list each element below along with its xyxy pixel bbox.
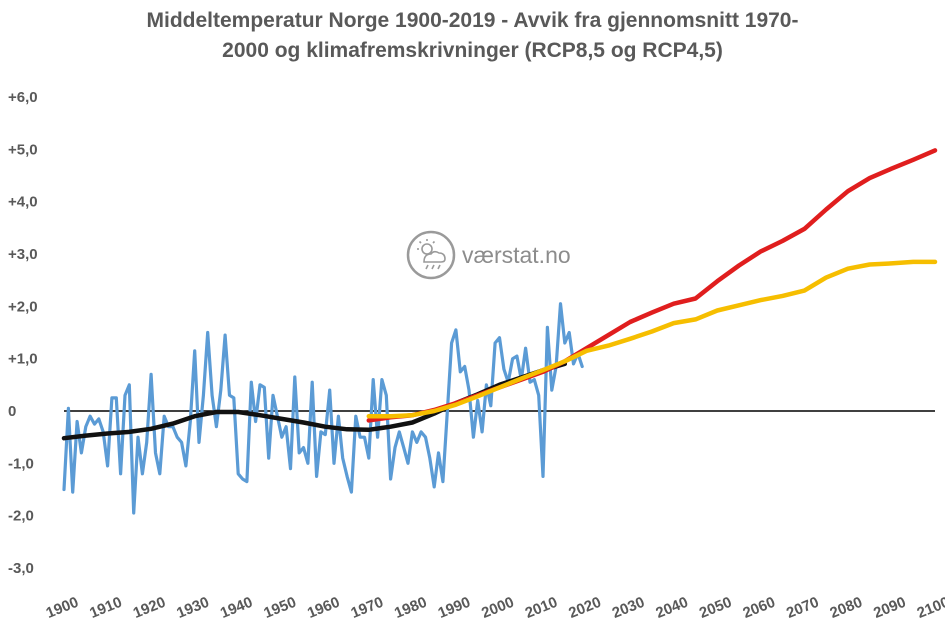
x-tick-label: 1920 (131, 594, 168, 622)
x-tick-label: 1990 (436, 594, 473, 622)
watermark-text: værstat.no (462, 242, 571, 268)
watermark: værstat.no (406, 230, 571, 280)
x-tick-label: 1960 (305, 594, 342, 622)
x-tick-label: 1970 (349, 594, 386, 622)
x-tick-label: 1950 (261, 594, 298, 622)
y-tick-label: +3,0 (8, 246, 38, 263)
x-tick-label: 1930 (174, 594, 211, 622)
y-tick-label: +6,0 (8, 89, 38, 106)
x-tick-label: 2090 (871, 594, 908, 622)
y-tick-label: +1,0 (8, 351, 38, 368)
y-tick-label: +5,0 (8, 141, 38, 158)
y-tick-label: +2,0 (8, 298, 38, 315)
x-tick-label: 2010 (523, 594, 560, 622)
rcp45-series-line (366, 259, 938, 419)
x-tick-label: 2040 (653, 594, 690, 622)
x-tick-label: 1910 (87, 594, 124, 622)
x-tick-label: 2020 (566, 594, 603, 622)
y-tick-label: -2,0 (8, 508, 34, 525)
series-layer (61, 148, 938, 515)
chart-title: Middeltemperatur Norge 1900-2019 - Avvik… (0, 6, 945, 66)
x-tick-label: 2060 (740, 594, 777, 622)
x-tick-label: 2050 (697, 594, 734, 622)
x-tick-label: 2100 (915, 594, 945, 622)
x-tick-label: 1980 (392, 594, 429, 622)
chart-title-line-1: Middeltemperatur Norge 1900-2019 - Avvik… (146, 9, 799, 32)
x-axis: 1900 1910 1920 1930 1940 1950 1960 1970 1980 1990… (44, 594, 945, 622)
x-tick-label: 2030 (610, 594, 647, 622)
observed-series-line (62, 302, 584, 515)
y-axis: +6,0 +5,0 +4,0 +3,0 +2,0 +1,0 0 -1,0 -2,0 -3,0 (8, 89, 38, 577)
x-tick-label: 1900 (44, 594, 81, 622)
x-tick-label: 2080 (828, 594, 865, 622)
y-tick-label: 0 (8, 403, 16, 420)
y-tick-label: +4,0 (8, 194, 38, 211)
chart-title-line-2: 2000 og klimafremskrivninger (RCP8,5 og … (222, 39, 723, 62)
rcp85-series-line (366, 148, 938, 423)
y-tick-label: -1,0 (8, 455, 34, 472)
x-tick-label: 2000 (479, 594, 516, 622)
x-tick-label: 2070 (784, 594, 821, 622)
x-tick-label: 1940 (218, 594, 255, 622)
weather-cloud-sun-rain-icon (406, 230, 456, 280)
y-tick-label: -3,0 (8, 560, 34, 577)
